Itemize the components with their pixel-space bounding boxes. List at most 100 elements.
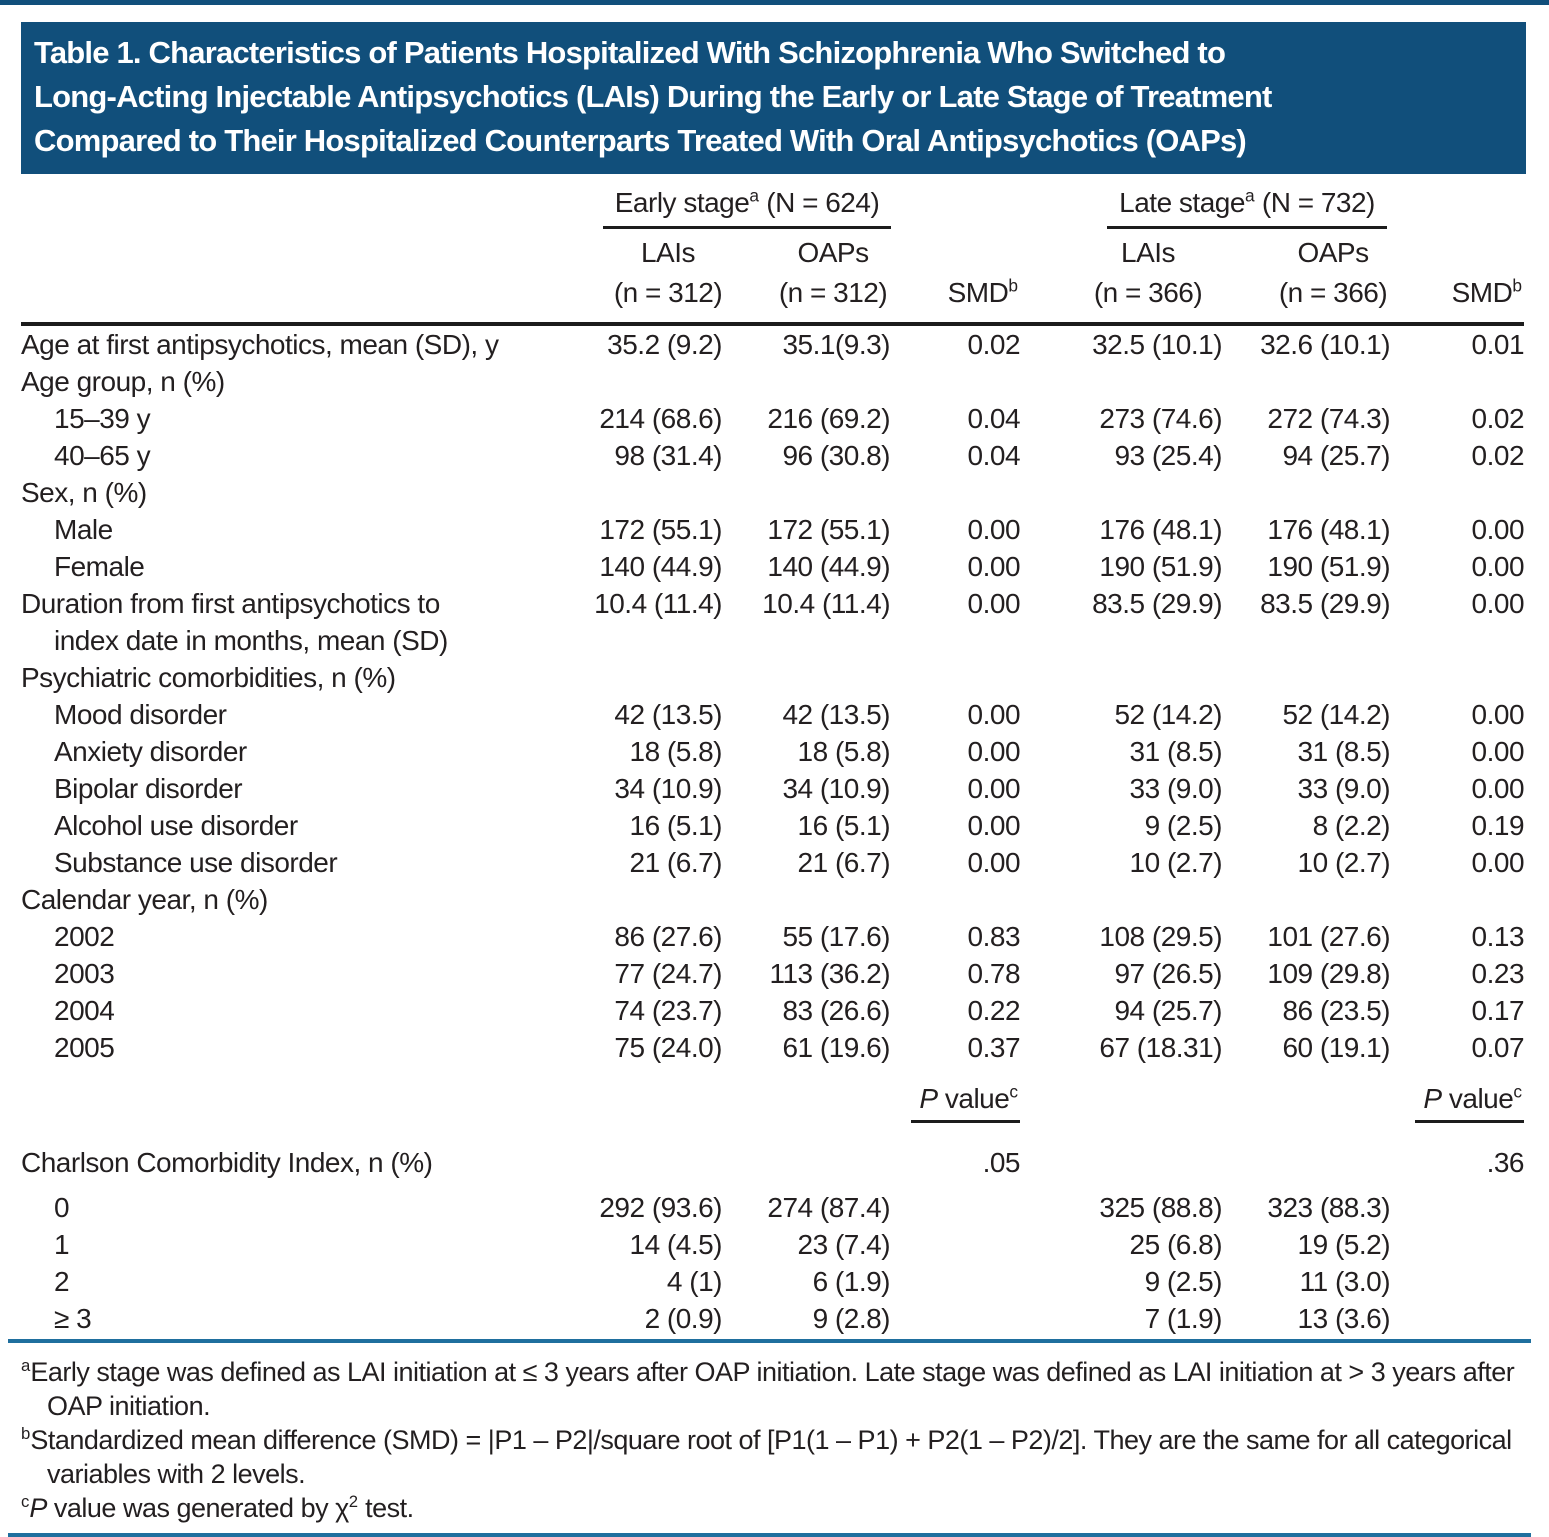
cell-value: 108 (29.5) bbox=[1099, 921, 1223, 952]
cell-value: 96 (30.8) bbox=[782, 440, 891, 471]
cell-value: 94 (25.7) bbox=[1282, 440, 1391, 471]
cell-value bbox=[1390, 363, 1524, 400]
cell-value bbox=[1390, 1226, 1524, 1263]
cell-value: 0.37 bbox=[967, 1032, 1021, 1063]
smd-column-spacer bbox=[890, 183, 1020, 229]
table-row: 15–39 y 214 (68.6) 216 (69.2) 0.04 273 (74.6… bbox=[21, 400, 1525, 437]
table-title-line: Long-Acting Injectable Antipsychotics (L… bbox=[34, 79, 1272, 114]
footnote-b: bStandardized mean difference (SMD) = |P… bbox=[21, 1424, 1512, 1489]
group-early-n: (N = 624) bbox=[766, 187, 880, 218]
cell-value: .36 bbox=[1486, 1147, 1525, 1178]
cell-value bbox=[1222, 474, 1390, 511]
row-label: 2004 bbox=[54, 995, 115, 1026]
cell-value: 9 (2.8) bbox=[812, 1303, 891, 1334]
row-label: 0 bbox=[54, 1192, 70, 1223]
row-label: 2003 bbox=[54, 958, 115, 989]
cell-value bbox=[560, 474, 722, 511]
cell-value: 60 (19.1) bbox=[1282, 1032, 1391, 1063]
cell-value: 0.02 bbox=[1471, 440, 1525, 471]
footnote-marker-b: b bbox=[21, 1424, 31, 1443]
cell-value bbox=[1390, 1263, 1524, 1300]
col-header-oaps-early: OAPs (n = 312) bbox=[749, 229, 918, 326]
table-row: ≥ 3 2 (0.9) 9 (2.8) 7 (1.9) 13 (3.6) bbox=[21, 1300, 1524, 1337]
row-label: Mood disorder bbox=[54, 699, 227, 730]
cell-value: .05 bbox=[982, 1147, 1021, 1178]
table-bottom-rule bbox=[8, 1339, 1531, 1343]
cell-value: 10.4 (11.4) bbox=[594, 588, 722, 619]
cell-value bbox=[1020, 881, 1222, 918]
cell-value: 10 (2.7) bbox=[1297, 847, 1391, 878]
footnote-marker-b: b bbox=[1008, 275, 1019, 296]
p-value-label: P valuec bbox=[911, 1083, 1021, 1123]
row-label: Age group, n (%) bbox=[21, 366, 225, 397]
cell-value: 86 (23.5) bbox=[1282, 995, 1391, 1026]
cell-value bbox=[722, 474, 890, 511]
cell-value bbox=[890, 1300, 1020, 1337]
cell-value: 34 (10.9) bbox=[614, 773, 722, 804]
cell-value: 42 (13.5) bbox=[782, 699, 891, 730]
cell-value: 0.22 bbox=[967, 995, 1021, 1026]
row-label: 2005 bbox=[54, 1032, 115, 1063]
cell-value bbox=[1020, 474, 1222, 511]
cell-value: 272 (74.3) bbox=[1267, 403, 1391, 434]
cell-value: 2 (0.9) bbox=[644, 1303, 723, 1334]
row-label: 2 bbox=[54, 1266, 70, 1297]
cell-value: 0.00 bbox=[967, 847, 1021, 878]
table-row: Mood disorder 42 (13.5) 42 (13.5) 0.00 52 (1… bbox=[21, 696, 1525, 733]
section-row: Sex, n (%) bbox=[21, 474, 1524, 511]
table-row: Male 172 (55.1) 172 (55.1) 0.00 176 (48.1) 17… bbox=[21, 511, 1525, 548]
group-header-late-cell: Late stagea (N = 732) bbox=[1020, 183, 1390, 229]
row-label: Calendar year, n (%) bbox=[21, 884, 268, 915]
cell-value: 140 (44.9) bbox=[599, 551, 722, 582]
cell-value: 0.00 bbox=[1471, 736, 1525, 767]
cell-value: 0.00 bbox=[1471, 847, 1525, 878]
row-label: Female bbox=[54, 551, 145, 582]
cell-value: 0.04 bbox=[967, 440, 1021, 471]
row-label: Substance use disorder bbox=[54, 847, 338, 878]
cell-value: 0.00 bbox=[1471, 588, 1525, 619]
table-row: Bipolar disorder 34 (10.9) 34 (10.9) 0.00 33… bbox=[21, 770, 1525, 807]
cell-value: 35.2 (9.2) bbox=[607, 329, 722, 360]
row-label: Male bbox=[54, 514, 113, 545]
table-row: Female 140 (44.9) 140 (44.9) 0.00 190 (51.9)… bbox=[21, 548, 1525, 585]
table-row: 2004 74 (23.7) 83 (26.6) 0.22 94 (25.7) 86 (2… bbox=[21, 992, 1525, 1029]
cell-value: 9 (2.5) bbox=[1144, 1266, 1223, 1297]
cell-value: 0.00 bbox=[1471, 514, 1525, 545]
cell-value: 35.1(9.3) bbox=[782, 329, 891, 360]
chi-square-exponent: 2 bbox=[348, 1492, 359, 1511]
table-row: Age at first antipsychotics, mean (SD), … bbox=[21, 324, 1525, 363]
cell-value: 52 (14.2) bbox=[1282, 699, 1391, 730]
row-label: 1 bbox=[54, 1229, 70, 1260]
row-label: Sex, n (%) bbox=[21, 477, 147, 508]
cell-value: 190 (51.9) bbox=[1267, 551, 1391, 582]
row-label: Bipolar disorder bbox=[54, 773, 243, 804]
cell-value: 216 (69.2) bbox=[767, 403, 891, 434]
cell-value: 34 (10.9) bbox=[782, 773, 891, 804]
cell-value: 10.4 (11.4) bbox=[762, 588, 891, 619]
cell-value bbox=[890, 1263, 1020, 1300]
table-title-line: Compared to Their Hospitalized Counterpa… bbox=[34, 123, 1247, 158]
cell-value bbox=[1222, 881, 1390, 918]
cell-value: 31 (8.5) bbox=[1129, 736, 1223, 767]
cell-value: 6 (1.9) bbox=[812, 1266, 891, 1297]
section-row: Psychiatric comorbidities, n (%) bbox=[21, 659, 1524, 696]
row-label: ≥ 3 bbox=[54, 1303, 92, 1334]
section-row: Calendar year, n (%) bbox=[21, 881, 1524, 918]
cell-value: 113 (36.2) bbox=[769, 958, 891, 989]
cell-value: 61 (19.6) bbox=[782, 1032, 891, 1063]
row-label: Alcohol use disorder bbox=[54, 810, 298, 841]
cell-value: 67 (18.31) bbox=[1099, 1032, 1223, 1063]
cell-value: 16 (5.1) bbox=[797, 810, 891, 841]
row-label: 2002 bbox=[54, 921, 115, 952]
cell-value bbox=[1020, 659, 1222, 696]
cell-value: 42 (13.5) bbox=[614, 699, 722, 730]
cell-value: 0.04 bbox=[967, 403, 1021, 434]
cell-value: 75 (24.0) bbox=[614, 1032, 722, 1063]
group-early-label: Early stage bbox=[614, 187, 750, 218]
cell-value: 0.78 bbox=[967, 958, 1021, 989]
cell-value bbox=[1020, 1137, 1222, 1189]
row-label: 40–65 y bbox=[54, 440, 151, 471]
group-header-early: Early stagea (N = 624) bbox=[602, 187, 892, 229]
table-title-line: Table 1. Characteristics of Patients Hos… bbox=[34, 35, 1226, 70]
page-top-rule bbox=[0, 0, 1549, 5]
